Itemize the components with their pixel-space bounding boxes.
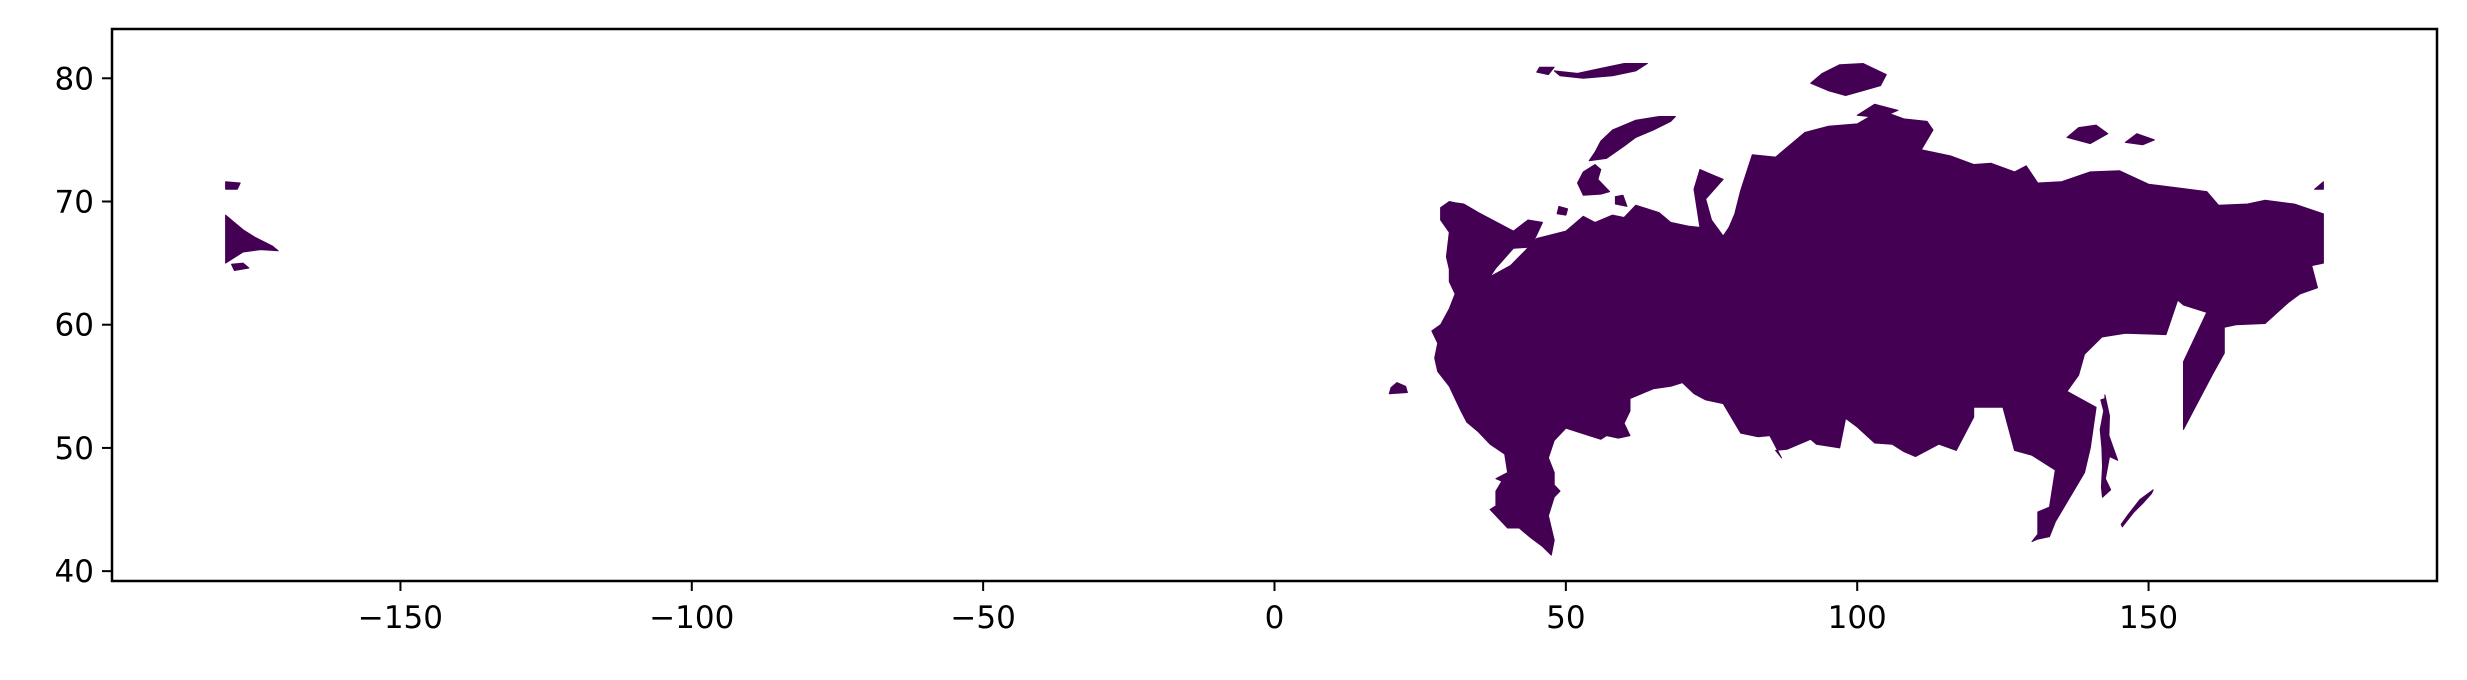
x-tick-label: 0	[1265, 600, 1285, 636]
region-kolguev	[1556, 205, 1569, 216]
y-tick-label: 80	[55, 61, 94, 97]
y-tick-label: 60	[55, 308, 94, 344]
region-east-tip	[225, 214, 279, 264]
region-vaygach	[1614, 194, 1628, 207]
y-tick-label: 50	[55, 431, 94, 467]
region-new-siberian-2	[2124, 133, 2155, 146]
x-tick-label: −100	[649, 600, 734, 636]
x-tick-label: −150	[358, 600, 443, 636]
region-severnaya-zemlya	[1810, 63, 1887, 96]
x-tick-label: 50	[1546, 600, 1585, 636]
region-kaliningrad	[1388, 382, 1408, 395]
x-axis: −150 −100 −50 0 50 100 150	[358, 581, 2178, 636]
region-new-siberian-1	[2066, 124, 2109, 145]
x-tick-label: 150	[2119, 600, 2178, 636]
region-novaya-zemlya-south	[1577, 164, 1611, 196]
region-novaya-zemlya-north	[1588, 116, 1676, 162]
region-east-tip-small	[231, 262, 250, 271]
x-tick-label: 100	[1828, 600, 1887, 636]
map-features	[225, 63, 2324, 556]
y-tick-label: 40	[55, 554, 94, 590]
region-franz-josef	[1553, 63, 1648, 79]
region-mainland	[1431, 109, 2324, 556]
x-tick-label: −50	[950, 600, 1015, 636]
region-taymyr-islands	[1856, 103, 1899, 119]
y-axis: 40 50 60 70 80	[55, 61, 112, 590]
region-wrangel	[2314, 181, 2324, 190]
region-kurils	[2120, 489, 2154, 528]
y-tick-label: 70	[55, 185, 94, 221]
region-franz-josef-west	[1536, 66, 1555, 76]
region-wrangel-east	[225, 181, 241, 190]
region-sakhalin	[2099, 394, 2119, 498]
